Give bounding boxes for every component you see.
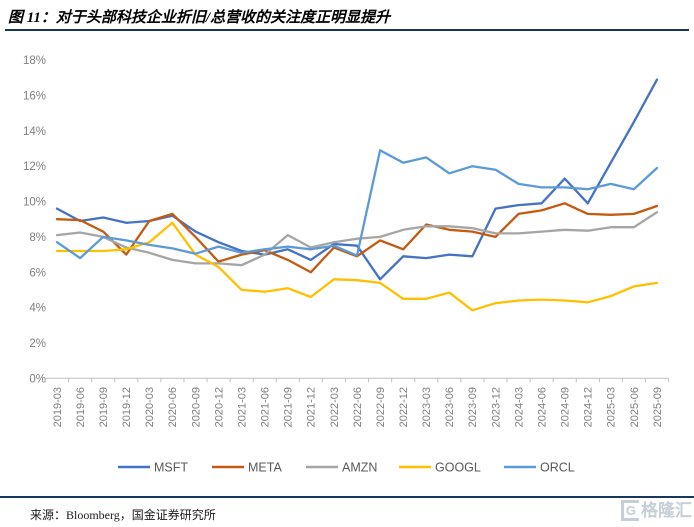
- x-axis-tick-label: 2024-03: [513, 387, 525, 427]
- x-axis-tick-label: 2023-12: [490, 387, 502, 427]
- x-axis-tick-label: 2025-09: [652, 387, 664, 427]
- x-axis-tick-label: 2022-09: [375, 387, 387, 427]
- x-axis-tick-label: 2019-06: [75, 387, 87, 427]
- y-axis-tick-label: 2%: [29, 338, 46, 350]
- legend-label-ORCL: ORCL: [540, 460, 575, 474]
- x-axis-tick-label: 2024-09: [560, 387, 572, 427]
- y-axis-tick-label: 12%: [23, 161, 46, 173]
- gelonghui-watermark: G 格隆汇: [620, 500, 692, 521]
- y-axis-tick-label: 8%: [29, 232, 46, 244]
- figure-title: 图 11：对于头部科技企业折旧/总营收的关注度正明显提升: [8, 10, 391, 26]
- y-axis-tick-label: 0%: [29, 373, 46, 385]
- chart-line-AMZN: [55, 211, 659, 267]
- legend-label-MSFT: MSFT: [154, 460, 188, 474]
- y-axis-tick-label: 18%: [23, 55, 46, 67]
- x-axis-tick-label: 2025-03: [606, 387, 618, 427]
- x-axis-tick-label: 2023-06: [444, 387, 456, 427]
- x-axis-tick-label: 2022-12: [398, 387, 410, 427]
- y-axis-tick-label: 14%: [23, 126, 46, 138]
- y-axis-tick-label: 10%: [23, 197, 46, 209]
- x-axis-tick-label: 2019-12: [121, 387, 133, 427]
- x-axis-tick-label: 2022-06: [352, 387, 364, 427]
- x-axis-tick-label: 2022-03: [329, 387, 341, 427]
- line-chart: 0% 2% 4% 6% 8% 10% 12% 14% 16% 18% 2019-03 2019-06 2…: [0, 40, 694, 490]
- legend-label-AMZN: AMZN: [342, 460, 377, 474]
- x-axis-tick-label: 2025-06: [629, 387, 641, 427]
- chart-canvas: 0% 2% 4% 6% 8% 10% 12% 14% 16% 18% 2019-03 2019-06 2…: [23, 55, 670, 474]
- y-axis-tick-label: 6%: [29, 267, 46, 279]
- x-axis-tick-label: 2020-12: [213, 387, 225, 427]
- figure-footer: 来源：Bloomberg，国金证券研究所 G 格隆汇: [0, 496, 694, 522]
- x-axis-tick-label: 2020-06: [167, 387, 179, 427]
- chart-line-GOOGL: [55, 221, 659, 312]
- x-axis-tick-label: 2021-06: [260, 387, 272, 427]
- x-axis-tick-label: 2019-03: [52, 387, 64, 427]
- x-axis-tick-label: 2024-06: [536, 387, 548, 427]
- chart-line-ORCL: [55, 149, 659, 260]
- x-axis-tick-label: 2024-12: [583, 387, 595, 427]
- x-axis-tick-label: 2021-12: [306, 387, 318, 427]
- gelonghui-logo-icon: G: [620, 500, 639, 521]
- y-axis-tick-label: 16%: [23, 91, 46, 103]
- title-divider: [5, 29, 689, 31]
- x-axis-tick-label: 2020-09: [190, 387, 202, 427]
- x-axis-tick-label: 2023-03: [421, 387, 433, 427]
- chart-line-MSFT: [55, 78, 659, 281]
- x-axis-tick-label: 2021-03: [236, 387, 248, 427]
- x-axis-tick-label: 2021-09: [283, 387, 295, 427]
- gelonghui-text: 格隆汇: [641, 501, 692, 520]
- x-axis-tick-label: 2020-03: [144, 387, 156, 427]
- x-axis-tick-label: 2023-09: [467, 387, 479, 427]
- x-axis-tick-label: 2019-09: [98, 387, 110, 427]
- y-axis-tick-label: 4%: [29, 303, 46, 315]
- legend-label-META: META: [248, 460, 282, 474]
- legend-label-GOOGL: GOOGL: [435, 460, 481, 474]
- source-note: 来源：Bloomberg，国金证券研究所: [30, 508, 216, 522]
